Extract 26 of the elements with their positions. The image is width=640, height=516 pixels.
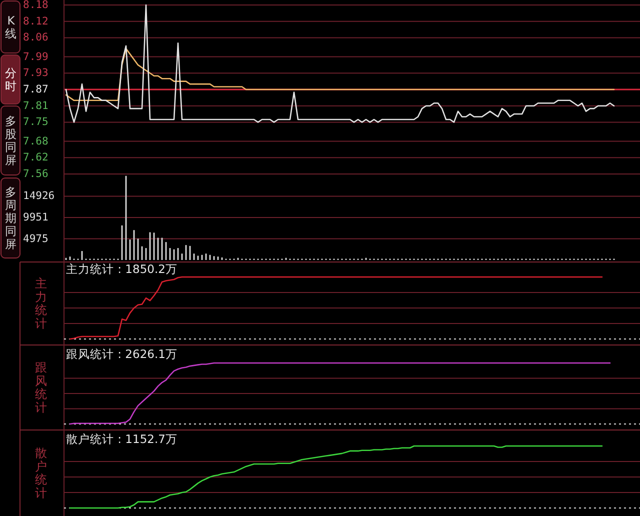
y-tick-label: 7.93 <box>23 67 48 80</box>
y-axis-title: 散户统计 <box>35 446 47 500</box>
y-axis-title: 跟风统计 <box>35 360 47 415</box>
y-tick-label: 7.68 <box>23 135 48 148</box>
chart-title: 散户统计 : 1152.7万 <box>66 432 178 446</box>
y-tick-label: 7.81 <box>23 100 48 112</box>
tab: 多股同屏 <box>0 106 20 176</box>
y-tick-label: 7.62 <box>23 152 48 164</box>
y-tick-label: 8.12 <box>23 15 48 28</box>
y-tick-label: 7.75 <box>23 116 48 128</box>
chart-title: 跟风统计 : 2626.1万 <box>66 347 178 361</box>
y-tick-label: 7.87 <box>23 84 48 96</box>
y-tick-label: 4975 <box>23 232 48 245</box>
chart-title: 主力统计 : 1850.2万 <box>66 262 178 276</box>
tab: K线 <box>0 0 20 54</box>
tab: 多周期同屏 <box>0 178 20 258</box>
tab: 分时 <box>0 54 20 104</box>
y-tick-label: 7.99 <box>23 50 48 63</box>
y-tick-label: 8.18 <box>23 0 48 11</box>
y-tick-label: 14926 <box>23 190 55 202</box>
line-series <box>65 4 615 123</box>
y-axis-title: 主力统计 <box>35 276 47 331</box>
y-tick-label: 7.56 <box>23 168 48 180</box>
line-series <box>65 48 615 102</box>
y-tick-label: 9951 <box>23 211 48 224</box>
y-tick-label: 8.06 <box>23 32 48 44</box>
